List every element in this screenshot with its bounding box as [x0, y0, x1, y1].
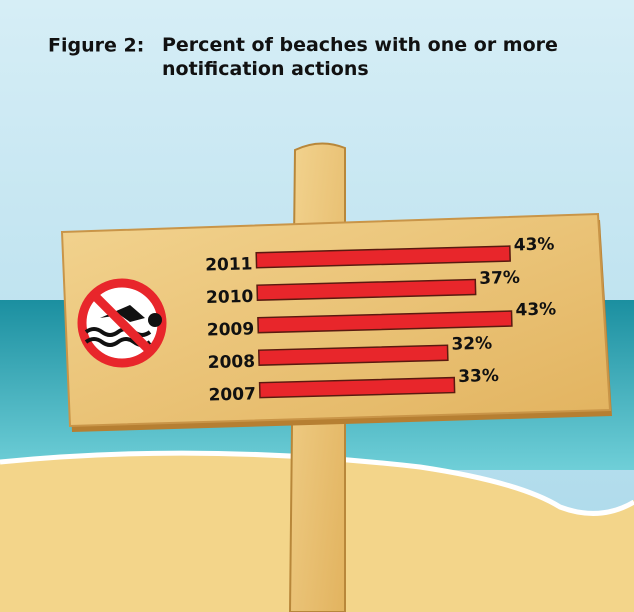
plot: 2011 43% 2010 37% 2009 43% 2008 32% 2007 33%	[205, 234, 557, 405]
value-label: 37%	[479, 268, 520, 289]
category-label: 2010	[206, 287, 254, 308]
value-label: 43%	[514, 234, 555, 255]
chart-title: Percent of beaches with one or more noti…	[162, 34, 558, 80]
bar	[258, 376, 456, 399]
category-label: 2009	[207, 319, 255, 340]
category-label: 2007	[208, 384, 256, 405]
no-swimming-icon	[77, 278, 167, 368]
category-label: 2011	[205, 254, 253, 275]
value-label: 43%	[515, 299, 556, 320]
category-label: 2008	[207, 352, 255, 373]
bar	[255, 245, 511, 269]
bar	[257, 310, 513, 334]
bar	[256, 278, 477, 301]
figure-label: Figure 2:	[48, 35, 144, 57]
title-box: Percent of beaches with one or more noti…	[162, 34, 558, 80]
value-label: 32%	[451, 334, 492, 355]
value-label: 33%	[458, 366, 499, 387]
surf	[0, 450, 634, 516]
bar	[257, 344, 449, 366]
